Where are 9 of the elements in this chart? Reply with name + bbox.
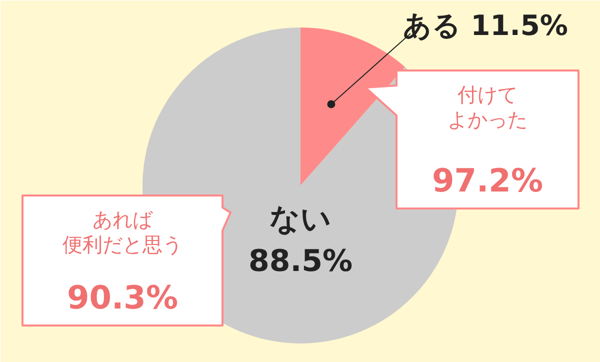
text: 付けて [456, 82, 518, 106]
text: 97.2% [432, 162, 544, 200]
data-label: 88.5% [248, 244, 353, 279]
text: 90.3% [66, 278, 178, 316]
text: あれば [92, 208, 154, 232]
slice-label: ある 11.5% [403, 9, 568, 42]
text: 便利だと思う [62, 232, 182, 256]
text: よかった [448, 108, 528, 132]
slice-label: ない [270, 202, 332, 237]
